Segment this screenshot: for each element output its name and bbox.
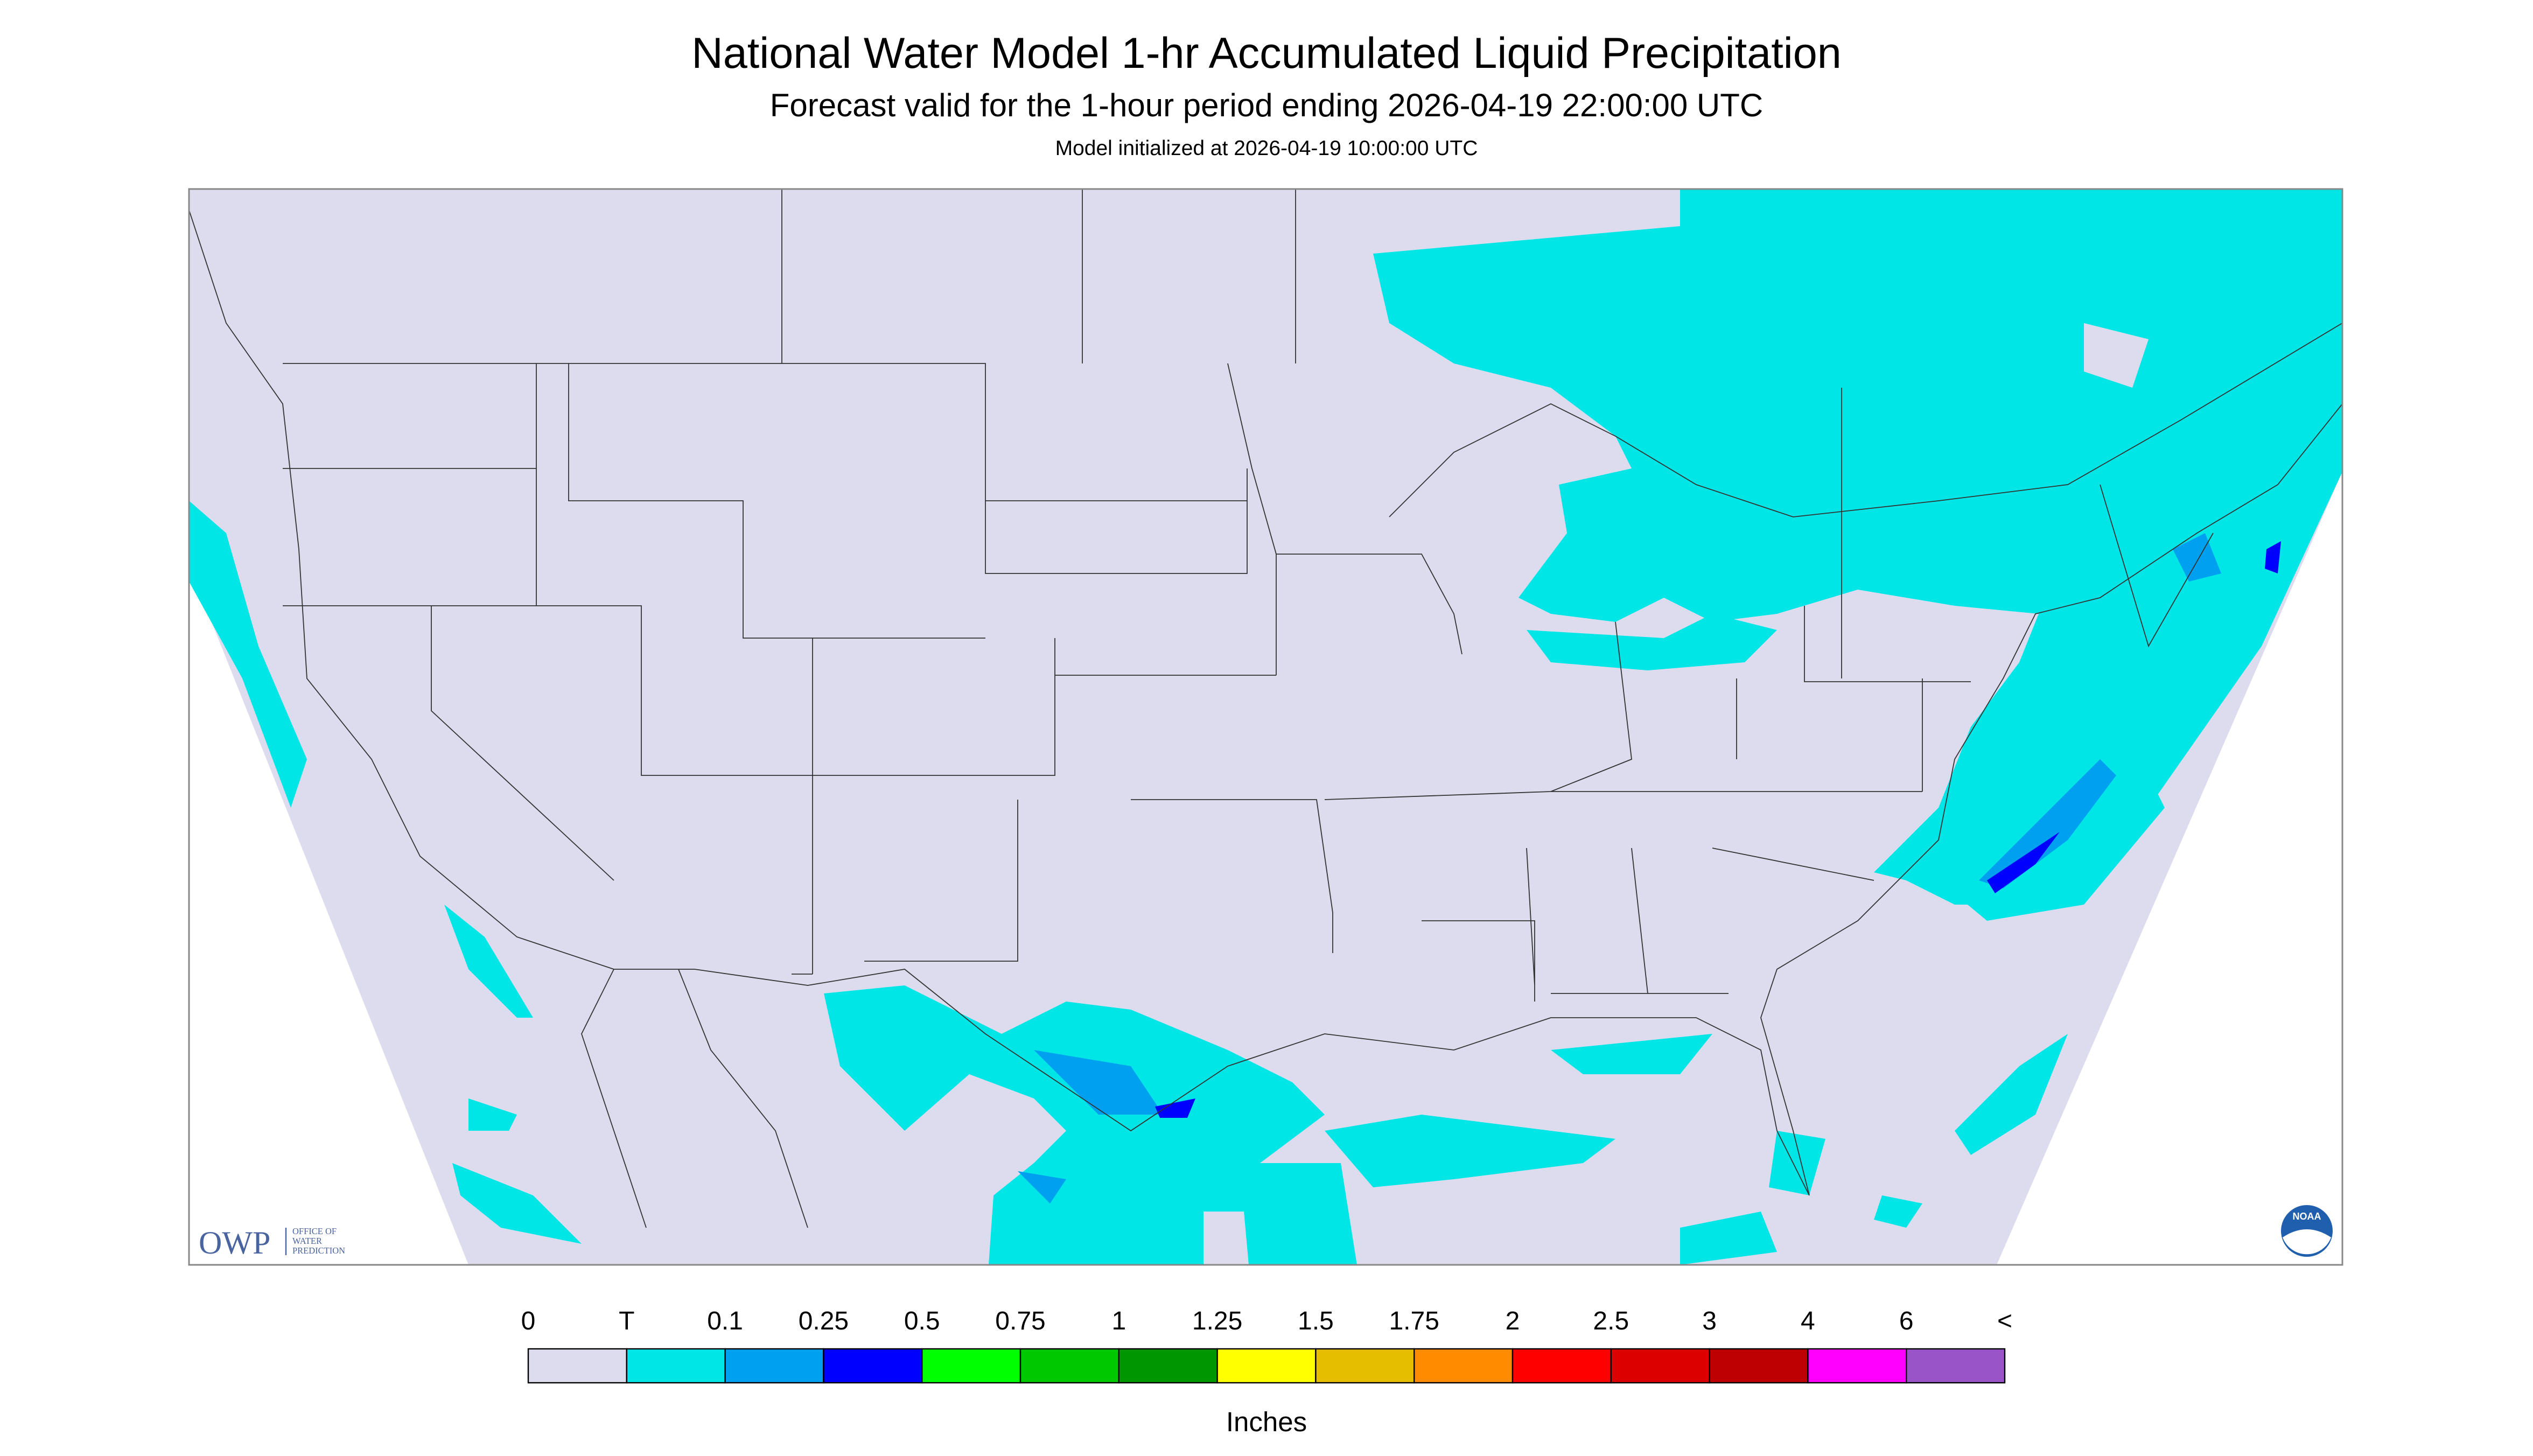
precip-trace [189, 189, 2342, 1265]
legend-label: 0.1 [707, 1307, 743, 1335]
precip-light [1018, 533, 2221, 1204]
legend-swatch [823, 1348, 923, 1384]
legend-label: < [1997, 1307, 2012, 1335]
noaa-logo-wave [2283, 1229, 2331, 1255]
init-time: Model initialized at 2026-04-19 10:00:00… [1055, 137, 1478, 160]
legend-swatch [1905, 1348, 2006, 1384]
boundaries [188, 189, 2343, 1228]
legend-swatch [1709, 1348, 1809, 1384]
owp-logo-line: PREDICTION [292, 1245, 345, 1256]
legend-swatch [527, 1348, 628, 1384]
legend-swatch [1019, 1348, 1120, 1384]
legend-swatch [1610, 1348, 1710, 1384]
legend-swatch [1118, 1348, 1218, 1384]
map-frame [188, 188, 2343, 1266]
legend-label: 0.5 [904, 1307, 940, 1335]
owp-logo: OWP [199, 1225, 270, 1261]
precip-moderate [1155, 541, 2281, 1118]
legend-swatch [724, 1348, 824, 1384]
legend-label: 3 [1702, 1307, 1717, 1335]
legend-label: 6 [1899, 1307, 1914, 1335]
legend-label: 1.75 [1389, 1307, 1439, 1335]
legend-unit: Inches [1226, 1406, 1307, 1437]
subtitle: Forecast valid for the 1-hour period end… [770, 87, 1763, 123]
legend-swatch [1414, 1348, 1514, 1384]
legend-label: 4 [1801, 1307, 1815, 1335]
title: National Water Model 1-hr Accumulated Li… [691, 29, 1842, 78]
legend-label: 2.5 [1593, 1307, 1629, 1335]
legend-swatch [1512, 1348, 1612, 1384]
legend-label: 1.5 [1298, 1307, 1334, 1335]
noaa-logo-text: NOAA [2293, 1211, 2321, 1222]
legend-label: 2 [1506, 1307, 1520, 1335]
legend-label: 1 [1111, 1307, 1126, 1335]
legend-label: 0.75 [995, 1307, 1045, 1335]
legend-label: 0 [521, 1307, 536, 1335]
legend: 0 T 0.1 0.25 0.5 0.75 1 1.25 1.5 1.75 2 2.5 3 4 6 < [521, 1307, 2012, 1384]
owp-logo-line: OFFICE OF [292, 1226, 337, 1236]
legend-swatch [626, 1348, 726, 1384]
legend-swatch [1315, 1348, 1415, 1384]
legend-swatch [921, 1348, 1021, 1384]
legend-label: T [619, 1307, 634, 1335]
legend-label: 0.25 [799, 1307, 849, 1335]
legend-swatch [1807, 1348, 1907, 1384]
legend-swatch [1216, 1348, 1317, 1384]
legend-label: 1.25 [1192, 1307, 1242, 1335]
owp-logo-line: WATER [292, 1236, 322, 1246]
